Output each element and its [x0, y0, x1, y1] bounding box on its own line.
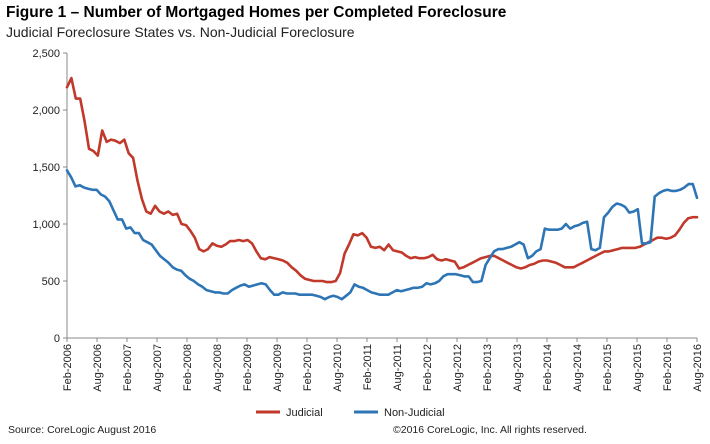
series-line-non-judicial	[65, 169, 699, 301]
y-tick-label: 2,500	[32, 48, 60, 60]
x-tick-label: Feb-2012	[422, 344, 434, 391]
x-tick-label: Feb-2016	[662, 344, 674, 391]
source-note: Source: CoreLogic August 2016	[8, 424, 157, 436]
figure-subtitle: Judicial Foreclosure States vs. Non-Judi…	[6, 24, 355, 40]
x-tick-label: Aug-2008	[212, 344, 224, 392]
y-tick-label: 1,000	[32, 219, 60, 231]
x-tick-label: Feb-2008	[182, 344, 194, 391]
x-tick-label: Aug-2007	[152, 344, 164, 392]
x-tick-label: Aug-2006	[92, 344, 104, 392]
x-tick-label: Feb-2006	[62, 344, 74, 391]
x-tick-label: Feb-2013	[482, 344, 494, 391]
y-tick-label: 0	[54, 333, 60, 345]
x-tick-label: Aug-2009	[272, 344, 284, 392]
legend-label-non-judicial: Non-Judicial	[384, 407, 445, 419]
x-tick-label: Aug-2011	[392, 344, 404, 391]
x-tick-label: Aug-2014	[572, 344, 584, 392]
x-tick-label: Aug-2015	[632, 344, 644, 392]
y-tick-label: 1,500	[32, 162, 60, 174]
x-tick-label: Feb-2014	[542, 344, 554, 391]
x-tick-label: Feb-2007	[122, 344, 134, 391]
x-tick-label: Aug-2012	[452, 344, 464, 392]
x-tick-label: Feb-2009	[242, 344, 254, 391]
series-line-judicial	[65, 76, 699, 284]
figure-title: Figure 1 – Number of Mortgaged Homes per…	[6, 4, 507, 21]
y-tick-label: 2,000	[32, 105, 60, 117]
x-tick-label: Aug-2016	[692, 344, 704, 392]
copyright-note: ©2016 CoreLogic, Inc. All rights reserve…	[393, 424, 587, 436]
x-tick-label: Aug-2013	[512, 344, 524, 392]
legend-label-judicial: Judicial	[286, 407, 323, 419]
y-tick-label: 500	[42, 276, 60, 288]
x-tick-label: Aug-2010	[332, 344, 344, 392]
x-tick-label: Feb-2011	[362, 344, 374, 390]
x-tick-label: Feb-2015	[602, 344, 614, 391]
x-tick-label: Feb-2010	[302, 344, 314, 391]
